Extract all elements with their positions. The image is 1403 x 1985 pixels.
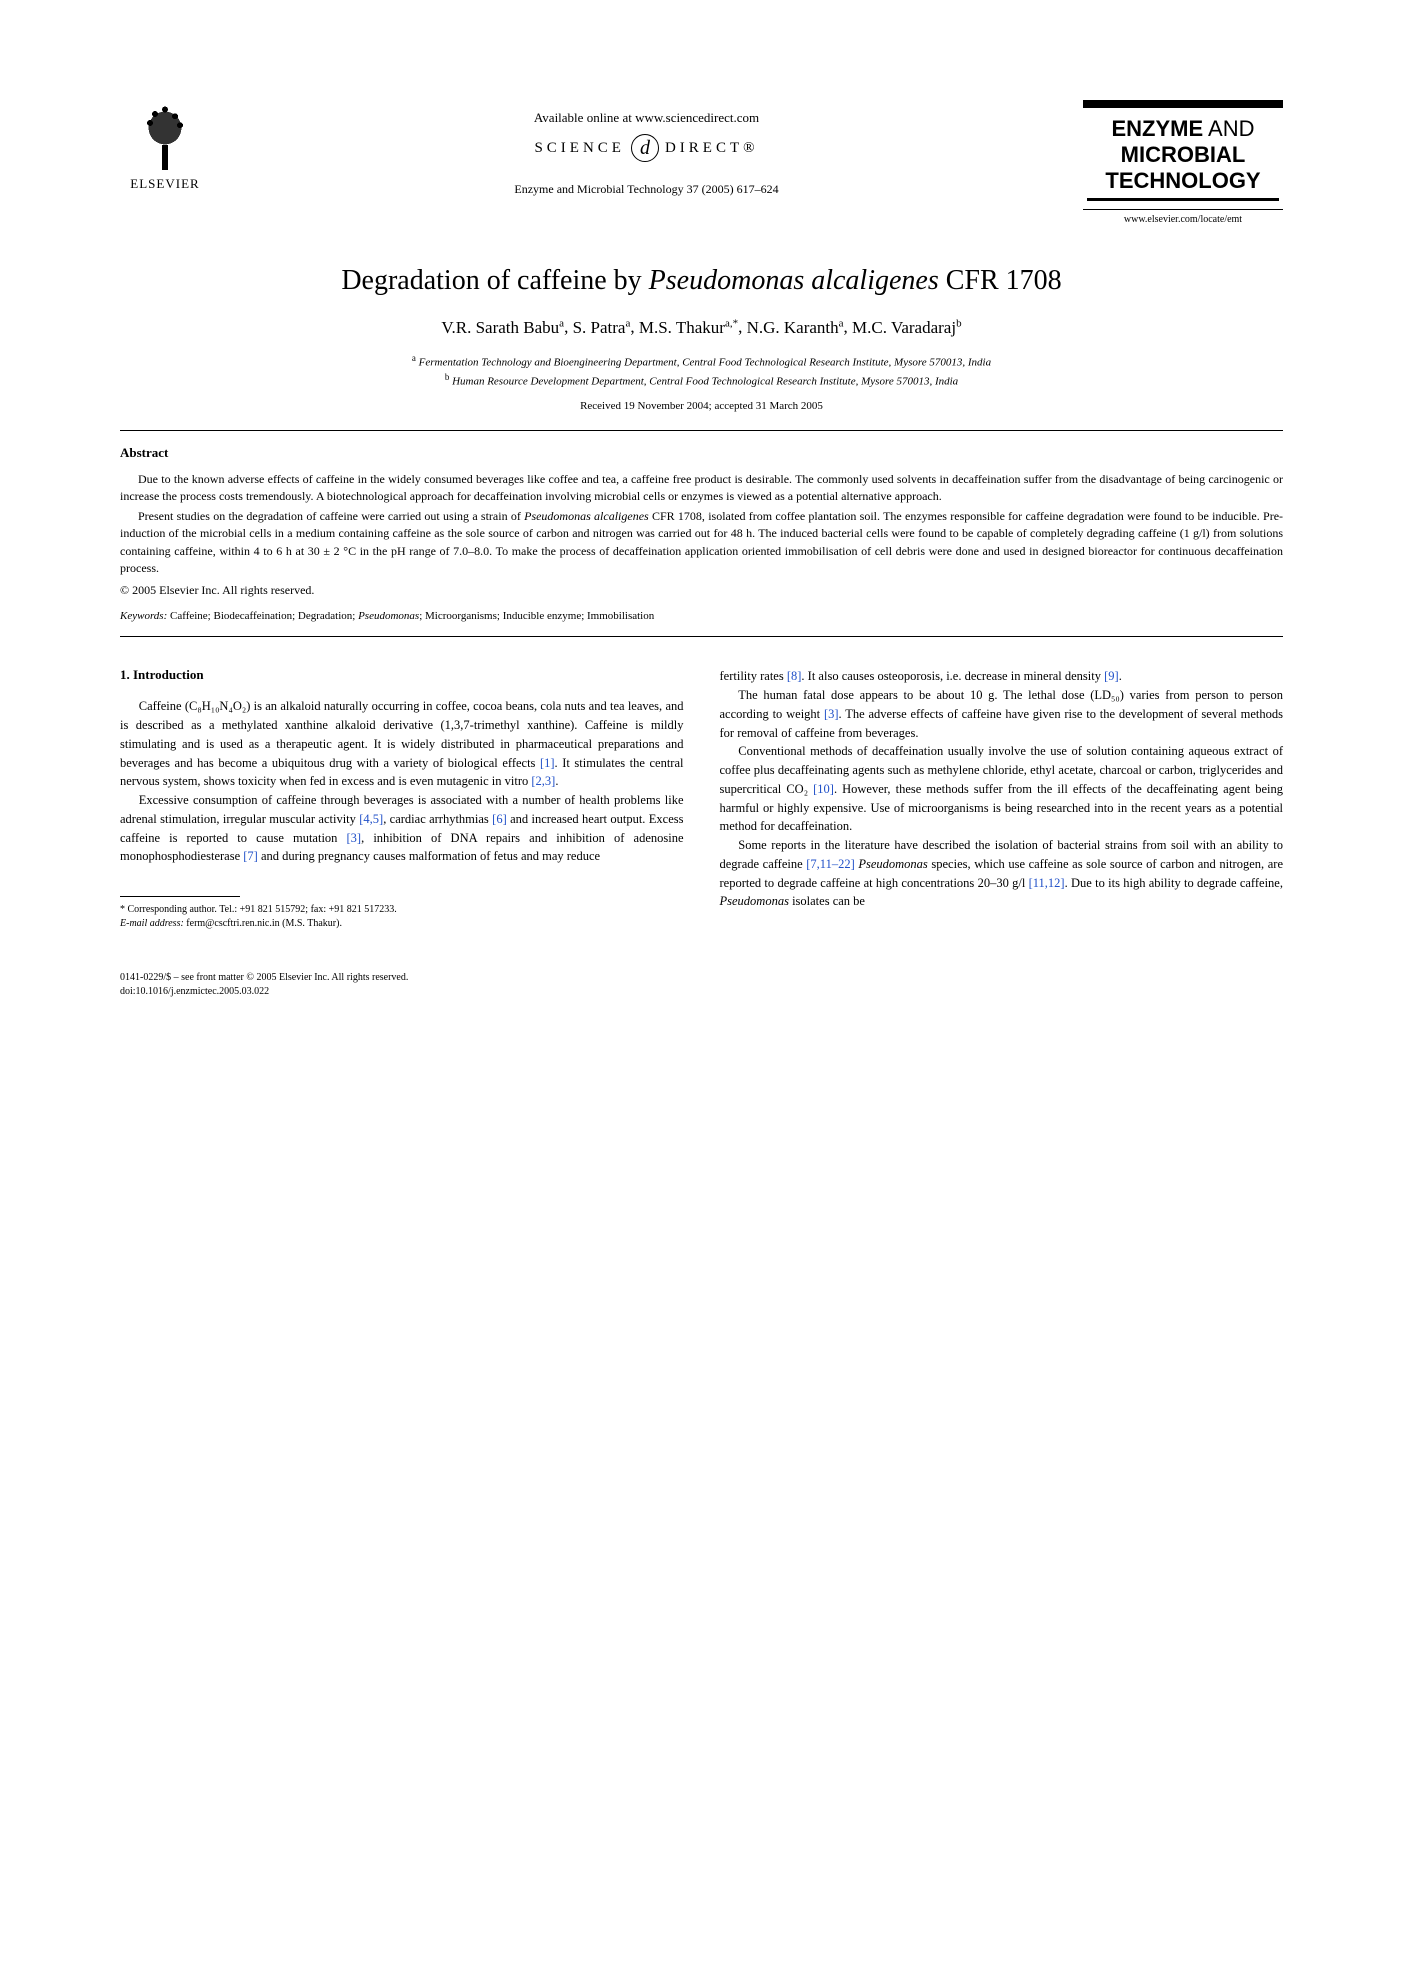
citation[interactable]: [6] [492,812,507,826]
doi-block: 0141-0229/$ – see front matter © 2005 El… [120,971,1283,999]
citation[interactable]: [7] [243,849,258,863]
author-3: M.S. Thakura,* [639,318,738,337]
citation[interactable]: [9] [1104,669,1119,683]
author-4: N.G. Karantha [747,318,844,337]
affiliation-a: a Fermentation Technology and Bioenginee… [120,352,1283,371]
corr-email-line: E-mail address: ferm@cscftri.ren.nic.in … [120,917,684,931]
corr-author-line: * Corresponding author. Tel.: +91 821 51… [120,903,684,917]
intro-p3: fertility rates [8]. It also causes oste… [720,667,1284,686]
citation[interactable]: [1] [540,756,555,770]
journal-line2: MICROBIAL [1087,142,1279,168]
intro-p1: Caffeine (C₈H₁₀N₄O₂) is an alkaloid natu… [120,697,684,791]
intro-p5: Conventional methods of decaffeination u… [720,742,1284,836]
journal-url: www.elsevier.com/locate/emt [1083,214,1283,225]
keywords: Keywords: Caffeine; Biodecaffeination; D… [120,610,1283,622]
elsevier-tree-icon [130,100,200,170]
author-5: M.C. Varadarajb [852,318,962,337]
citation[interactable]: [11,12] [1029,876,1065,890]
citation[interactable]: [7,11–22] [806,857,855,871]
citation[interactable]: [4,5] [359,812,383,826]
abstract-p2: Present studies on the degradation of ca… [120,508,1283,578]
available-online-text: Available online at www.sciencedirect.co… [210,110,1083,126]
journal-line3: TECHNOLOGY [1087,168,1279,201]
journal-reference: Enzyme and Microbial Technology 37 (2005… [210,182,1083,197]
journal-line1: ENZYME AND [1087,116,1279,142]
authors-list: V.R. Sarath Babua, S. Patraa, M.S. Thaku… [120,317,1283,338]
center-header: Available online at www.sciencedirect.co… [210,100,1083,197]
intro-body-left: Caffeine (C₈H₁₀N₄O₂) is an alkaloid natu… [120,697,684,866]
intro-p2: Excessive consumption of caffeine throug… [120,791,684,866]
rule-below-abstract [120,636,1283,637]
abstract-p1: Due to the known adverse effects of caff… [120,471,1283,506]
elsevier-logo: ELSEVIER [120,100,210,200]
copyright-line: © 2005 Elsevier Inc. All rights reserved… [120,583,1283,598]
citation[interactable]: [8] [787,669,802,683]
body-columns: 1. Introduction Caffeine (C₈H₁₀N₄O₂) is … [120,667,1283,931]
intro-p6: Some reports in the literature have desc… [720,836,1284,911]
footnote-rule [120,896,240,897]
affiliation-b: b Human Resource Development Department,… [120,371,1283,390]
corresponding-author-footnote: * Corresponding author. Tel.: +91 821 51… [120,903,684,931]
journal-title-box: ENZYME AND MICROBIAL TECHNOLOGY www.else… [1083,100,1283,225]
sd-glyph-icon: d [631,134,659,162]
citation[interactable]: [3] [824,707,839,721]
author-2: S. Patraa [573,318,631,337]
citation[interactable]: [10] [813,782,834,796]
citation[interactable]: [3] [347,831,362,845]
rule-above-abstract [120,430,1283,431]
abstract-body: Due to the known adverse effects of caff… [120,471,1283,577]
species-name: Pseudomonas alcaligenes [649,265,939,296]
left-column: 1. Introduction Caffeine (C₈H₁₀N₄O₂) is … [120,667,684,931]
front-matter-line: 0141-0229/$ – see front matter © 2005 El… [120,971,1283,985]
citation[interactable]: [2,3] [531,774,555,788]
affiliations: a Fermentation Technology and Bioenginee… [120,352,1283,390]
sciencedirect-logo: SCIENCE d DIRECT® [210,134,1083,162]
sd-right: DIRECT® [665,140,759,157]
intro-p4: The human fatal dose appears to be about… [720,686,1284,742]
author-1: V.R. Sarath Babua [441,318,564,337]
sd-left: SCIENCE [534,140,625,157]
right-column: fertility rates [8]. It also causes oste… [720,667,1284,931]
article-header: ELSEVIER Available online at www.science… [120,100,1283,225]
article-title: Degradation of caffeine by Pseudomonas a… [120,265,1283,297]
publisher-name: ELSEVIER [130,176,199,192]
intro-body-right: fertility rates [8]. It also causes oste… [720,667,1284,911]
abstract-heading: Abstract [120,445,1283,461]
section-1-heading: 1. Introduction [120,667,684,683]
doi-line: doi:10.1016/j.enzmictec.2005.03.022 [120,985,1283,999]
article-dates: Received 19 November 2004; accepted 31 M… [120,400,1283,412]
